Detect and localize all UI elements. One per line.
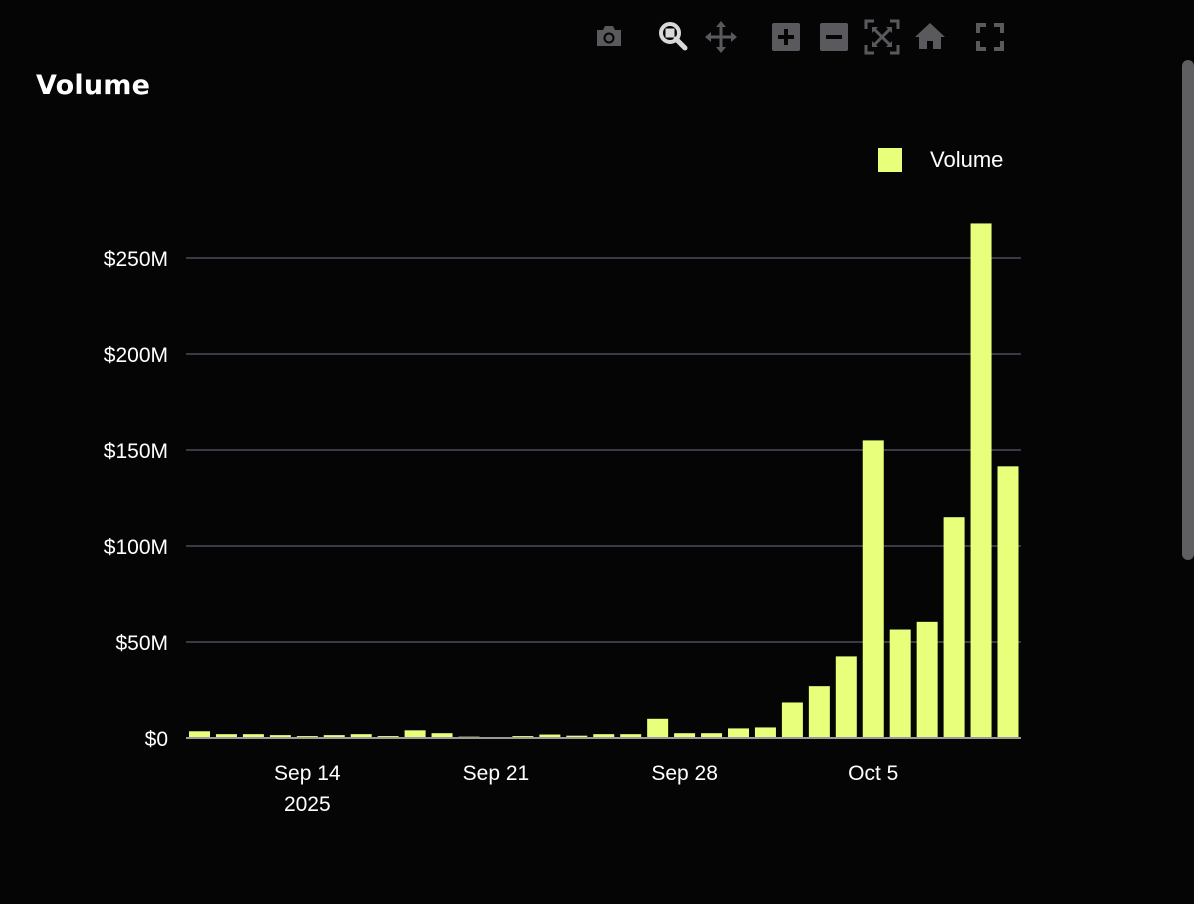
y-tick-label: $50M (115, 632, 168, 655)
x-tick-label: Sep 14 (274, 762, 341, 785)
legend-swatch (878, 148, 902, 172)
bar[interactable] (593, 734, 615, 738)
bar[interactable] (862, 440, 884, 738)
bar[interactable] (781, 702, 803, 738)
grid-lines (186, 257, 1021, 643)
bar[interactable] (215, 734, 237, 738)
x-tick-label: Sep 28 (651, 762, 718, 785)
legend[interactable]: Volume (878, 146, 1003, 174)
x-tick-sublabel: 2025 (284, 793, 331, 816)
bar[interactable] (728, 728, 749, 738)
x-axis-ticks: Sep 14 2025 Sep 21 Sep 28 Oct 5 (274, 762, 898, 816)
bar[interactable] (620, 734, 642, 738)
y-tick-label: $200M (104, 344, 168, 367)
zoom-in-icon[interactable] (767, 18, 805, 56)
bar[interactable] (889, 629, 911, 738)
bar[interactable] (674, 733, 696, 738)
bar[interactable] (808, 686, 830, 738)
zoom-icon[interactable] (654, 18, 692, 56)
bar[interactable] (323, 735, 345, 738)
bar[interactable] (970, 223, 992, 738)
x-tick-label: Sep 21 (463, 762, 530, 785)
y-tick-label: $150M (104, 440, 168, 463)
bar[interactable] (701, 733, 723, 738)
vertical-scrollbar[interactable] (1182, 60, 1194, 560)
autoscale-icon[interactable] (863, 18, 901, 56)
pan-icon[interactable] (702, 18, 740, 56)
bar[interactable] (189, 731, 210, 738)
x-tick-label: Oct 5 (848, 762, 898, 785)
bar[interactable] (943, 517, 965, 738)
bar[interactable] (269, 735, 291, 738)
zoom-out-icon[interactable] (815, 18, 853, 56)
y-axis-ticks: $0 $50M $100M $150M $200M $250M (104, 248, 168, 751)
bar[interactable] (242, 734, 264, 738)
chart-title: Volume (36, 70, 151, 101)
bar[interactable] (350, 734, 372, 738)
fullscreen-icon[interactable] (971, 18, 1009, 56)
home-icon[interactable] (911, 18, 949, 56)
bar[interactable] (404, 730, 426, 738)
bar[interactable] (431, 733, 453, 738)
bar[interactable] (916, 621, 938, 738)
y-tick-label: $100M (104, 536, 168, 559)
bar[interactable] (566, 735, 588, 738)
bar[interactable] (997, 466, 1019, 738)
camera-icon[interactable] (590, 18, 628, 56)
bar[interactable] (647, 718, 669, 738)
bars (189, 223, 1019, 738)
plot-toolbar (590, 18, 1020, 58)
bar[interactable] (835, 656, 857, 738)
y-tick-label: $0 (145, 728, 168, 751)
y-tick-label: $250M (104, 248, 168, 271)
bar[interactable] (539, 734, 561, 738)
bar[interactable] (754, 727, 776, 738)
legend-label: Volume (930, 147, 1004, 172)
